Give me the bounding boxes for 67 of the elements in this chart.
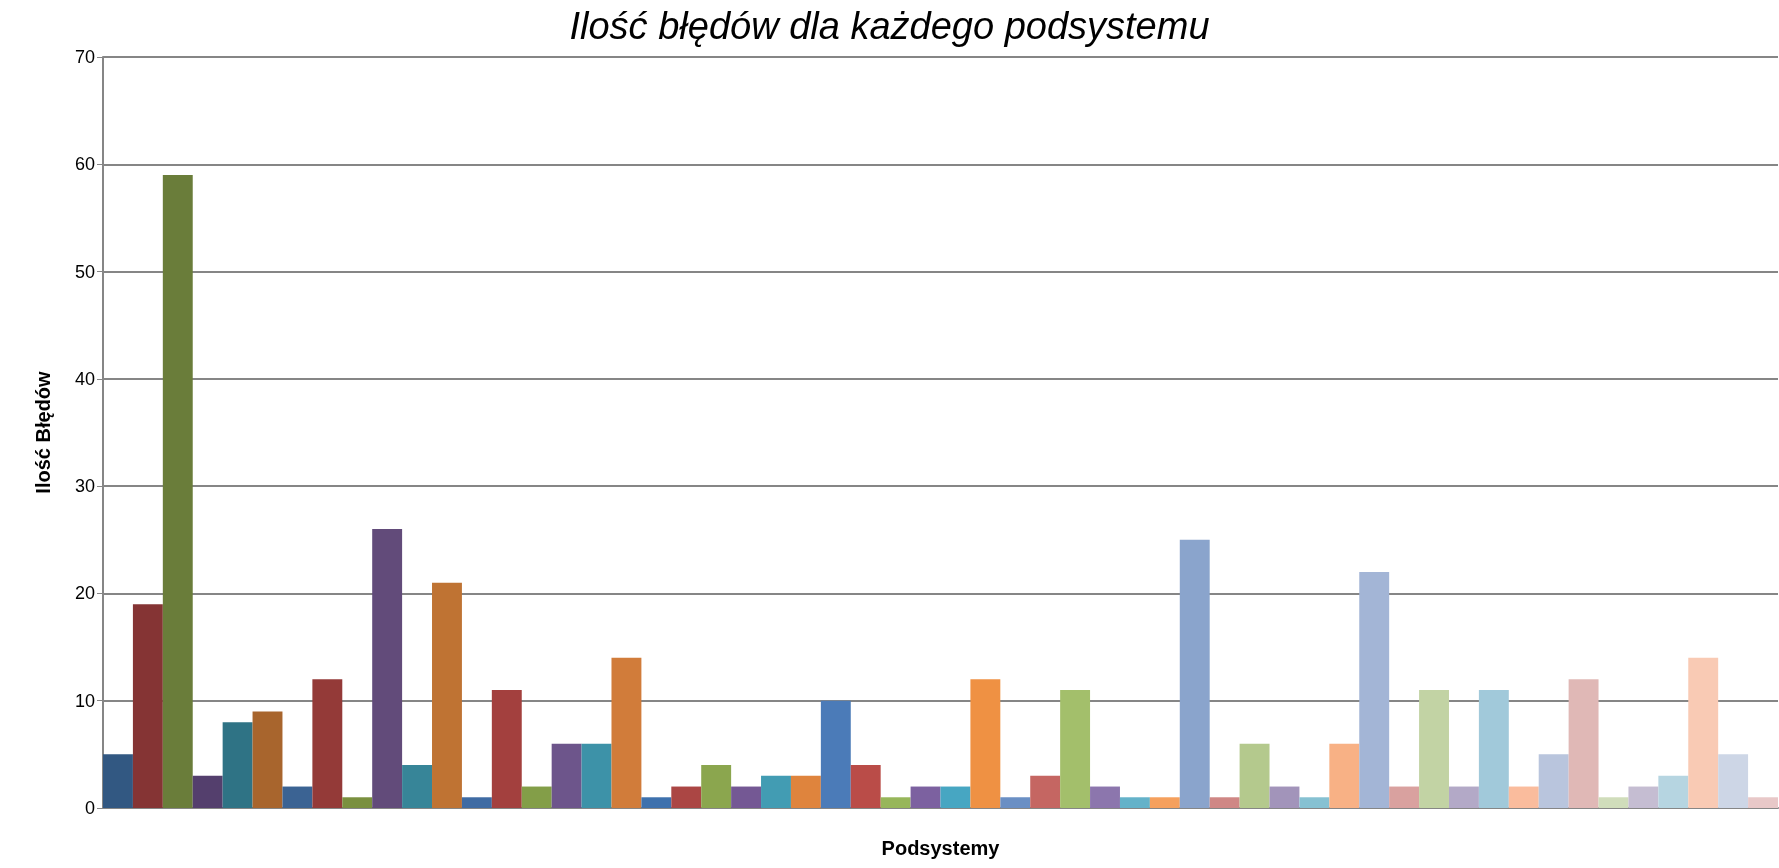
bar	[1748, 797, 1778, 808]
y-tick-label: 60	[74, 154, 95, 175]
y-tick-label: 20	[74, 583, 95, 604]
bar	[940, 786, 971, 808]
y-tick-label: 70	[74, 47, 95, 67]
bar	[581, 743, 612, 808]
chart-title: Ilość błędów dla każdego podsystemu	[569, 5, 1210, 47]
bar	[1030, 775, 1061, 808]
bar	[850, 765, 881, 808]
bar	[1508, 786, 1539, 808]
bar	[1478, 689, 1509, 808]
bar	[312, 679, 343, 808]
bar	[1299, 797, 1330, 808]
bar	[1448, 786, 1479, 808]
bar	[1688, 657, 1719, 808]
bar	[701, 765, 732, 808]
bar	[611, 657, 642, 808]
y-tick-label: 30	[74, 476, 95, 497]
bar	[671, 786, 702, 808]
bar	[1239, 743, 1270, 808]
y-tick-label: 10	[74, 690, 95, 711]
bar	[282, 786, 313, 808]
bar	[103, 754, 133, 808]
bar	[1389, 786, 1420, 808]
bar	[731, 786, 762, 808]
bar	[192, 775, 223, 808]
bar	[1060, 689, 1091, 808]
bar	[252, 711, 283, 808]
bar	[1119, 797, 1150, 808]
bar	[970, 679, 1001, 808]
bar	[1538, 754, 1569, 808]
bar	[521, 786, 552, 808]
bar	[1718, 754, 1749, 808]
y-axis-title: Ilość Błędów	[32, 370, 54, 494]
bar	[222, 722, 253, 808]
bar	[551, 743, 582, 808]
bar	[1090, 786, 1120, 808]
bar	[132, 604, 163, 808]
bar	[1419, 689, 1449, 808]
bar	[432, 582, 462, 808]
y-tick-label: 50	[74, 261, 95, 282]
bar	[761, 775, 791, 808]
bar	[1179, 539, 1210, 808]
x-axis-title: Podsystemy	[881, 837, 1001, 859]
bar	[342, 797, 373, 808]
bar	[910, 786, 941, 808]
bar	[820, 700, 851, 808]
bar	[372, 529, 403, 808]
bar	[1628, 786, 1659, 808]
bar	[491, 689, 522, 808]
y-tick-label: 40	[74, 368, 95, 389]
bar	[1359, 571, 1390, 808]
bar	[880, 797, 911, 808]
bar	[1329, 743, 1360, 808]
bar	[1598, 797, 1629, 808]
bar	[1658, 775, 1689, 808]
y-tick-label: 0	[84, 798, 95, 818]
bar	[1000, 797, 1031, 808]
bar	[1269, 786, 1300, 808]
bar	[790, 775, 821, 808]
bar	[641, 797, 672, 808]
bar	[1149, 797, 1180, 808]
bar	[461, 797, 492, 808]
bar	[402, 765, 433, 808]
bar	[162, 175, 193, 808]
bar	[1568, 679, 1599, 808]
bar	[1209, 797, 1240, 808]
